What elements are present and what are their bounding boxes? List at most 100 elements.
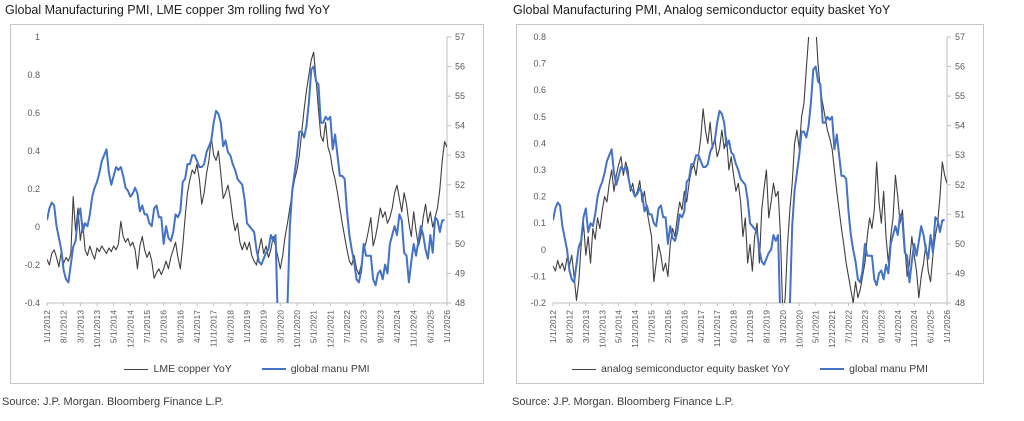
legend-item-lme-copper: LME copper YoY [124,363,232,375]
legend-item-analog-semis: analog semiconductor equity basket YoY [572,363,790,375]
svg-text:7/1/2022: 7/1/2022 [342,310,352,343]
svg-text:0: 0 [35,222,40,232]
svg-text:7/1/2022: 7/1/2022 [844,310,854,343]
svg-text:54: 54 [455,121,465,131]
svg-text:9/1/2023: 9/1/2023 [375,310,385,343]
legend-label-global-manu-pmi: global manu PMI [290,363,370,375]
semis-chart-legend: analog semiconductor equity basket YoY g… [517,363,983,375]
lme-copper-line-swatch [124,368,149,370]
legend-label-analog-semis: analog semiconductor equity basket YoY [601,363,791,375]
svg-text:3/1/2020: 3/1/2020 [275,310,285,343]
svg-text:0.1: 0.1 [533,218,546,228]
svg-text:5/1/2021: 5/1/2021 [309,310,319,343]
svg-text:-0.1: -0.1 [530,271,546,281]
svg-text:48: 48 [955,298,965,308]
svg-text:1/1/2019: 1/1/2019 [242,310,252,343]
svg-text:12/1/2014: 12/1/2014 [125,310,135,348]
svg-text:6/1/2025: 6/1/2025 [926,310,936,343]
legend-item-global-manu-pmi-2: global manu PMI [820,363,928,375]
svg-text:0.2: 0.2 [27,184,40,194]
svg-text:8/1/2019: 8/1/2019 [761,310,771,343]
svg-text:54: 54 [955,121,965,131]
svg-text:9/1/2016: 9/1/2016 [175,310,185,343]
analog-semis-line-swatch [572,368,597,370]
legend-label-lme-copper: LME copper YoY [153,363,232,375]
svg-text:0.7: 0.7 [533,59,546,69]
svg-text:2/1/2023: 2/1/2023 [860,310,870,343]
semis-chart-area: 1/1/2012 8/1/2012 3/1/2013 10/1/2013 5/1/201… [516,24,984,384]
svg-text:52: 52 [955,180,965,190]
svg-text:10/1/2020: 10/1/2020 [292,310,302,348]
svg-text:11/1/2017: 11/1/2017 [712,310,722,347]
svg-text:-0.4: -0.4 [24,298,40,308]
svg-text:0.8: 0.8 [533,32,546,42]
svg-text:56: 56 [455,62,465,72]
svg-text:51: 51 [955,209,965,219]
copper-pmi-panel: Global Manufacturing PMI, LME copper 3m … [0,0,505,421]
svg-text:48: 48 [455,298,465,308]
legend-label-global-manu-pmi-2: global manu PMI [849,363,928,375]
svg-text:6/1/2018: 6/1/2018 [729,310,739,343]
svg-text:7/1/2015: 7/1/2015 [647,310,657,343]
copper-chart-canvas: 1/1/2012 8/1/2012 3/1/2013 10/1/2013 5/1/201… [11,25,483,388]
svg-text:4/1/2017: 4/1/2017 [192,310,202,343]
svg-text:0.3: 0.3 [533,165,546,175]
svg-text:55: 55 [455,91,465,101]
svg-text:1/1/2012: 1/1/2012 [42,310,52,343]
svg-text:53: 53 [955,150,965,160]
svg-text:50: 50 [455,239,465,249]
svg-text:2/1/2016: 2/1/2016 [663,310,673,343]
svg-text:6/1/2018: 6/1/2018 [225,310,235,343]
svg-text:53: 53 [455,150,465,160]
svg-text:-0.2: -0.2 [24,260,40,270]
svg-text:50: 50 [955,239,965,249]
svg-text:1/1/2012: 1/1/2012 [548,310,558,343]
svg-text:4/1/2017: 4/1/2017 [696,310,706,343]
svg-text:1: 1 [35,32,40,42]
svg-text:12/1/2014: 12/1/2014 [630,310,640,348]
svg-text:11/1/2024: 11/1/2024 [909,310,919,347]
svg-text:9/1/2023: 9/1/2023 [876,310,886,343]
copper-chart-area: 1/1/2012 8/1/2012 3/1/2013 10/1/2013 5/1/201… [10,24,484,384]
svg-text:3/1/2013: 3/1/2013 [581,310,591,343]
svg-text:0.4: 0.4 [533,138,546,148]
svg-text:52: 52 [455,180,465,190]
svg-text:49: 49 [955,268,965,278]
svg-text:5/1/2014: 5/1/2014 [109,310,119,343]
global-manu-pmi-line-swatch-2 [820,368,845,370]
svg-text:2/1/2023: 2/1/2023 [359,310,369,343]
svg-text:1/1/2026: 1/1/2026 [442,310,452,343]
svg-text:2/1/2016: 2/1/2016 [159,310,169,343]
svg-text:10/1/2020: 10/1/2020 [794,310,804,348]
semis-pmi-panel: Global Manufacturing PMI, Analog semicon… [508,0,1024,421]
svg-text:11/1/2017: 11/1/2017 [209,310,219,347]
svg-text:0.2: 0.2 [533,192,546,202]
svg-text:12/1/2021: 12/1/2021 [827,310,837,348]
source-note-left: Source: J.P. Morgan. Bloomberg Finance L… [2,396,224,408]
svg-text:0.8: 0.8 [27,70,40,80]
svg-text:11/1/2024: 11/1/2024 [409,310,419,347]
svg-text:10/1/2013: 10/1/2013 [597,310,607,348]
copper-chart-legend: LME copper YoY global manu PMI [11,363,483,375]
copper-chart-title: Global Manufacturing PMI, LME copper 3m … [5,3,331,17]
svg-text:1/1/2019: 1/1/2019 [745,310,755,343]
svg-text:55: 55 [955,91,965,101]
svg-text:8/1/2012: 8/1/2012 [564,310,574,343]
svg-text:0.6: 0.6 [533,85,546,95]
svg-text:7/1/2015: 7/1/2015 [142,310,152,343]
svg-text:5/1/2014: 5/1/2014 [614,310,624,343]
semis-chart-canvas: 1/1/2012 8/1/2012 3/1/2013 10/1/2013 5/1/201… [517,25,983,388]
svg-text:57: 57 [455,32,465,42]
svg-text:0: 0 [541,245,546,255]
svg-text:10/1/2013: 10/1/2013 [92,310,102,348]
svg-text:56: 56 [955,62,965,72]
svg-text:49: 49 [455,268,465,278]
svg-text:0.4: 0.4 [27,146,40,156]
svg-text:5/1/2021: 5/1/2021 [811,310,821,343]
svg-text:8/1/2019: 8/1/2019 [259,310,269,343]
svg-text:3/1/2020: 3/1/2020 [778,310,788,343]
svg-text:4/1/2024: 4/1/2024 [893,310,903,343]
svg-text:0.6: 0.6 [27,108,40,118]
svg-text:12/1/2021: 12/1/2021 [325,310,335,348]
svg-text:1/1/2026: 1/1/2026 [942,310,952,343]
